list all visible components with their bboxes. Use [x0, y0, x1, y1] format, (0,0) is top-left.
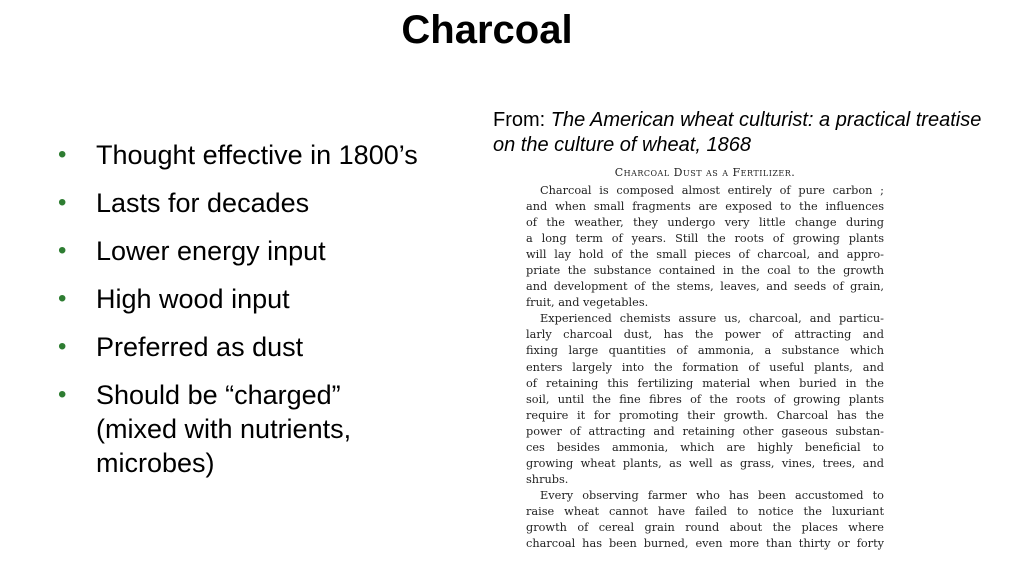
- scanned-book-excerpt: Charcoal Dust as a Fertilizer. Charcoal …: [526, 166, 884, 552]
- excerpt-line: larly charcoal dust, has the power of at…: [526, 328, 884, 342]
- excerpt-line: fruit, and vegetables.: [526, 296, 649, 310]
- bullet-icon: •: [58, 237, 67, 264]
- excerpt-line: of retaining this fertilizing material w…: [526, 376, 884, 390]
- bullet-item: • Should be “charged” (mixed with nutrien…: [58, 380, 352, 478]
- excerpt-line: and development of the stems, leaves, an…: [526, 280, 884, 294]
- bullet-list: • Thought effective in 1800’s • Lasts for …: [58, 138, 478, 494]
- excerpt-line: growth of cereal grain round about the p…: [526, 520, 884, 534]
- excerpt-line: power of attracting and retaining other …: [526, 424, 884, 438]
- excerpt-line: of the weather, they undergo very little…: [526, 216, 884, 230]
- bullet-icon: •: [58, 285, 67, 312]
- bullet-icon: •: [58, 189, 67, 216]
- source-citation: From: The American wheat culturist: a pr…: [493, 109, 982, 156]
- book-title: The American wheat culturist: a practica…: [493, 109, 982, 156]
- excerpt-line: Charcoal is composed almost entirely of …: [540, 184, 884, 197]
- excerpt-line: will lay hold of the small pieces of cha…: [526, 248, 884, 262]
- bullet-item: • Lower energy input: [58, 236, 326, 266]
- excerpt-line: charcoal has been burned, even more than…: [526, 537, 884, 551]
- excerpt-line: and when small fragments are exposed to …: [526, 200, 884, 214]
- bullet-icon: •: [58, 381, 67, 408]
- bullet-item: • Lasts for decades: [58, 188, 310, 218]
- bullet-icon: •: [58, 333, 67, 360]
- excerpt-line: fixing large quantities of ammonia, a su…: [526, 344, 884, 358]
- excerpt-line: enters largely into the formation of use…: [526, 360, 884, 374]
- excerpt-line: soil, until the fine fibres of the roots…: [526, 392, 884, 406]
- bullet-icon: •: [58, 141, 67, 168]
- excerpt-line: ces besides ammonia, which are highly be…: [526, 440, 884, 454]
- slide-title: Charcoal: [401, 8, 573, 52]
- excerpt-heading: Charcoal Dust as a Fertilizer.: [614, 166, 796, 179]
- bullet-item: • Preferred as dust: [58, 332, 304, 362]
- excerpt-line: a long term of years. Still the roots of…: [526, 232, 884, 246]
- excerpt-line: raise wheat cannot have failed to notice…: [526, 504, 884, 518]
- bullet-item: • Thought effective in 1800’s: [58, 140, 418, 170]
- excerpt-line: priate the substance contained in the co…: [526, 264, 884, 278]
- excerpt-line: Every observing farmer who has been accu…: [540, 488, 884, 502]
- excerpt-line: require it for promoting their growth. C…: [526, 408, 884, 422]
- excerpt-line: shrubs.: [526, 472, 569, 486]
- excerpt-line: growing wheat plants, as well as grass, …: [526, 456, 884, 470]
- excerpt-line: Experienced chemists assure us, charcoal…: [540, 312, 884, 326]
- bullet-item: • High wood input: [58, 284, 290, 314]
